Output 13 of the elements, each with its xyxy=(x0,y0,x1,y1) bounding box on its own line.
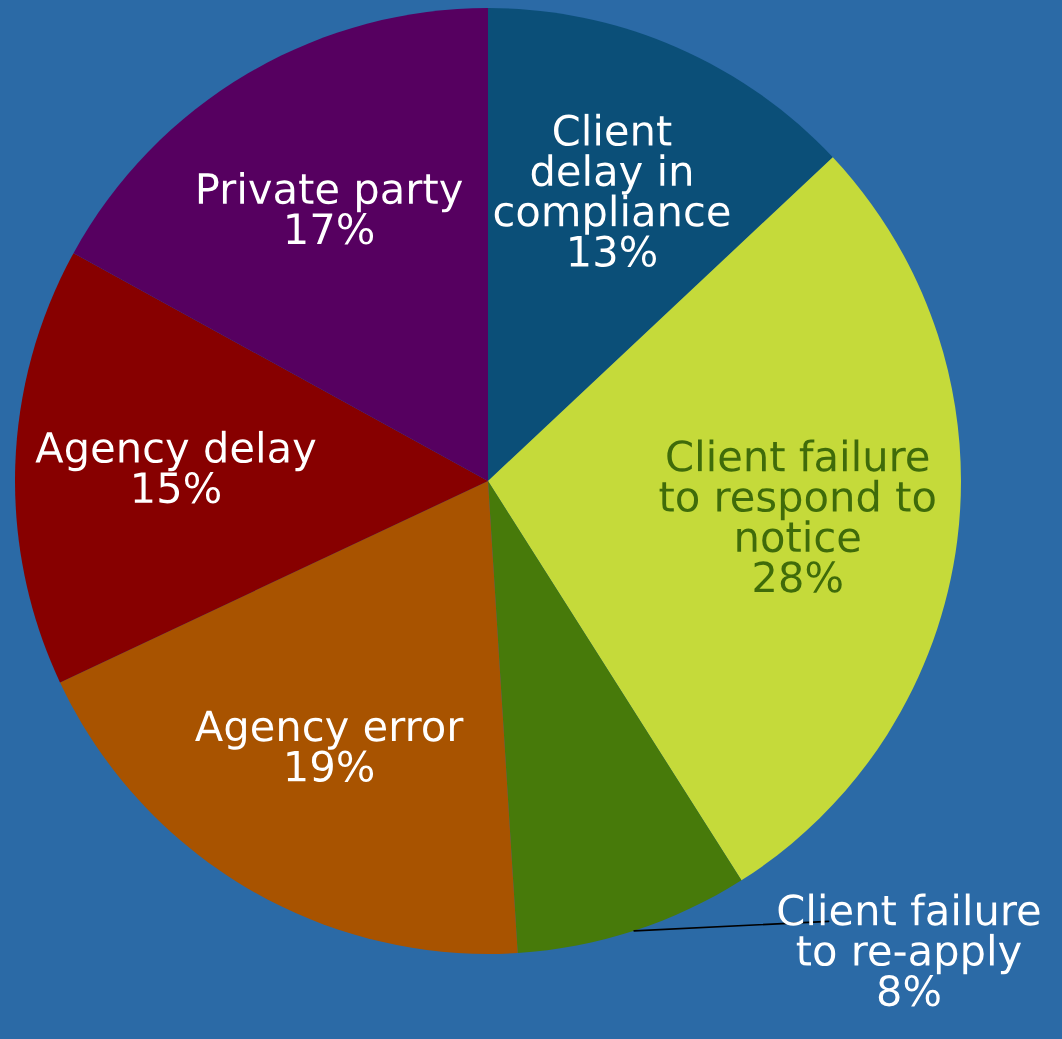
slice-label: Agency error xyxy=(195,710,464,750)
slice-label: Client delay in compliance xyxy=(494,113,730,235)
data-label: 8% xyxy=(878,974,940,1007)
pie-slice xyxy=(15,253,488,683)
data-label: 13% xyxy=(570,235,656,268)
slice-label: Private party xyxy=(198,171,463,213)
slice-label: Agency delay xyxy=(35,430,316,472)
data-label: 28% xyxy=(754,561,842,593)
data-label: 17% xyxy=(287,213,374,245)
data-label: 19% xyxy=(287,750,374,782)
data-label: 15% xyxy=(134,471,220,504)
slice-label: Client failure to respond to notice xyxy=(659,439,935,553)
slice-label: Client failure to re-apply xyxy=(778,893,1040,975)
